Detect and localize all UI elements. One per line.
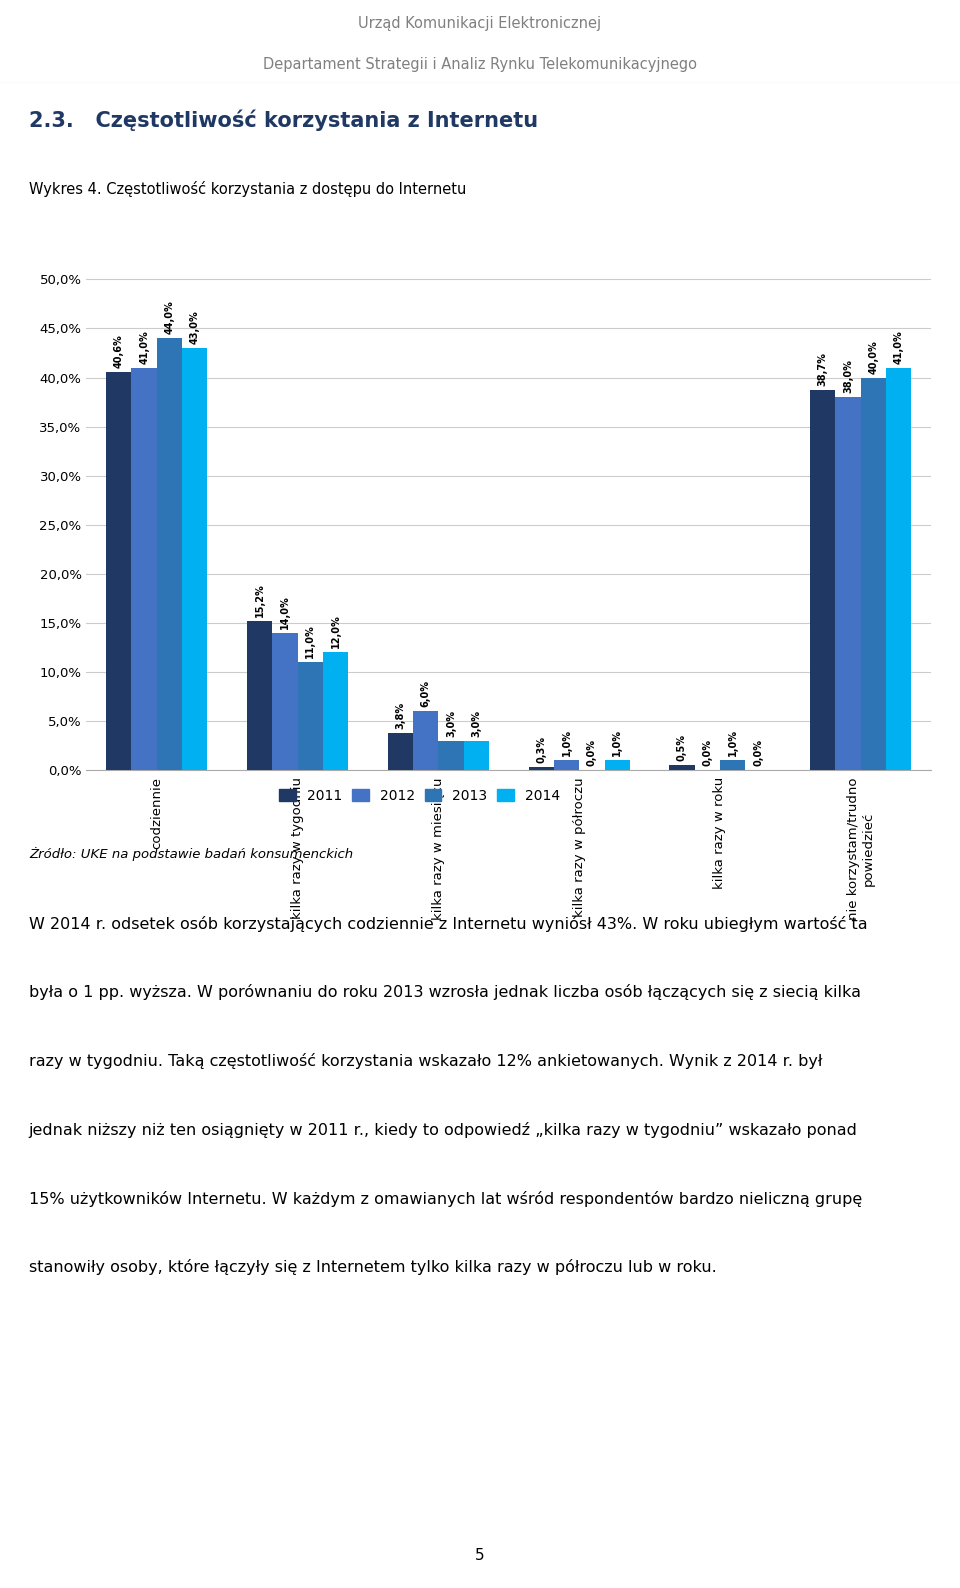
Text: 6,0%: 6,0%	[420, 680, 431, 707]
Bar	[861, 378, 886, 770]
Bar	[554, 761, 579, 770]
Bar	[669, 765, 695, 770]
Bar	[413, 711, 439, 770]
Bar	[107, 372, 132, 770]
Bar	[605, 761, 630, 770]
Text: 15,2%: 15,2%	[254, 583, 265, 618]
Text: 0,0%: 0,0%	[703, 740, 712, 767]
Text: 1,0%: 1,0%	[728, 729, 737, 756]
Text: 0,0%: 0,0%	[753, 740, 763, 767]
Text: 41,0%: 41,0%	[139, 330, 149, 364]
Text: Departament Strategii i Analiz Rynku Telekomunikacyjnego: Departament Strategii i Analiz Rynku Tel…	[263, 57, 697, 71]
Text: razy w tygodniu. Taką częstotliwość korzystania wskazało 12% ankietowanych. Wyni: razy w tygodniu. Taką częstotliwość korz…	[29, 1053, 822, 1069]
Text: 38,7%: 38,7%	[818, 353, 828, 386]
Text: 41,0%: 41,0%	[894, 330, 903, 364]
Bar	[388, 734, 413, 770]
Text: 11,0%: 11,0%	[305, 624, 315, 659]
Bar	[298, 662, 323, 770]
Text: 38,0%: 38,0%	[843, 359, 853, 394]
Bar	[464, 740, 489, 770]
Text: 15% użytkowników Internetu. W każdym z omawianych lat wśród respondentów bardzo : 15% użytkowników Internetu. W każdym z o…	[29, 1191, 862, 1207]
Bar	[835, 397, 861, 770]
Text: 3,0%: 3,0%	[446, 710, 456, 737]
Bar	[156, 338, 182, 770]
Text: 40,0%: 40,0%	[869, 340, 878, 373]
Bar	[720, 761, 745, 770]
Bar	[886, 368, 911, 770]
Text: Urząd Komunikacji Elektronicznej: Urząd Komunikacji Elektronicznej	[358, 16, 602, 30]
Text: 5: 5	[475, 1548, 485, 1563]
Text: 43,0%: 43,0%	[190, 310, 200, 345]
Bar	[132, 368, 156, 770]
Text: Żródło: UKE na podstawie badań konsumenckich: Żródło: UKE na podstawie badań konsumenc…	[29, 846, 353, 861]
Text: stanowiły osoby, które łączyły się z Internetem tylko kilka razy w półroczu lub : stanowiły osoby, które łączyły się z Int…	[29, 1259, 716, 1275]
Text: 3,8%: 3,8%	[396, 702, 405, 729]
Bar	[247, 621, 273, 770]
Legend: 2011, 2012, 2013, 2014: 2011, 2012, 2013, 2014	[279, 789, 560, 802]
Bar	[273, 632, 298, 770]
Text: jednak niższy niż ten osiągnięty w 2011 r., kiedy to odpowiedź „kilka razy w tyg: jednak niższy niż ten osiągnięty w 2011 …	[29, 1121, 857, 1139]
Text: była o 1 pp. wyższa. W porównaniu do roku 2013 wzrosła jednak liczba osób łącząc: była o 1 pp. wyższa. W porównaniu do rok…	[29, 985, 861, 1000]
Text: 0,0%: 0,0%	[587, 740, 597, 767]
Text: W 2014 r. odsetek osób korzystających codziennie z Internetu wyniósł 43%. W roku: W 2014 r. odsetek osób korzystających co…	[29, 916, 868, 932]
Text: 2.3.   Częstotliwość korzystania z Internetu: 2.3. Częstotliwość korzystania z Interne…	[29, 110, 538, 132]
Text: 0,5%: 0,5%	[677, 734, 687, 761]
Bar	[810, 391, 835, 770]
Text: 1,0%: 1,0%	[612, 729, 622, 756]
Text: 14,0%: 14,0%	[280, 596, 290, 629]
Text: Wykres 4. Częstotliwość korzystania z dostępu do Internetu: Wykres 4. Częstotliwość korzystania z do…	[29, 181, 467, 197]
Text: 1,0%: 1,0%	[562, 729, 571, 756]
Bar	[529, 767, 554, 770]
Text: 0,3%: 0,3%	[537, 737, 546, 764]
Bar	[439, 740, 464, 770]
Text: 12,0%: 12,0%	[330, 615, 341, 648]
Bar	[323, 653, 348, 770]
Bar	[182, 348, 207, 770]
Text: 40,6%: 40,6%	[114, 333, 124, 368]
Text: 44,0%: 44,0%	[164, 300, 175, 335]
Text: 3,0%: 3,0%	[471, 710, 481, 737]
